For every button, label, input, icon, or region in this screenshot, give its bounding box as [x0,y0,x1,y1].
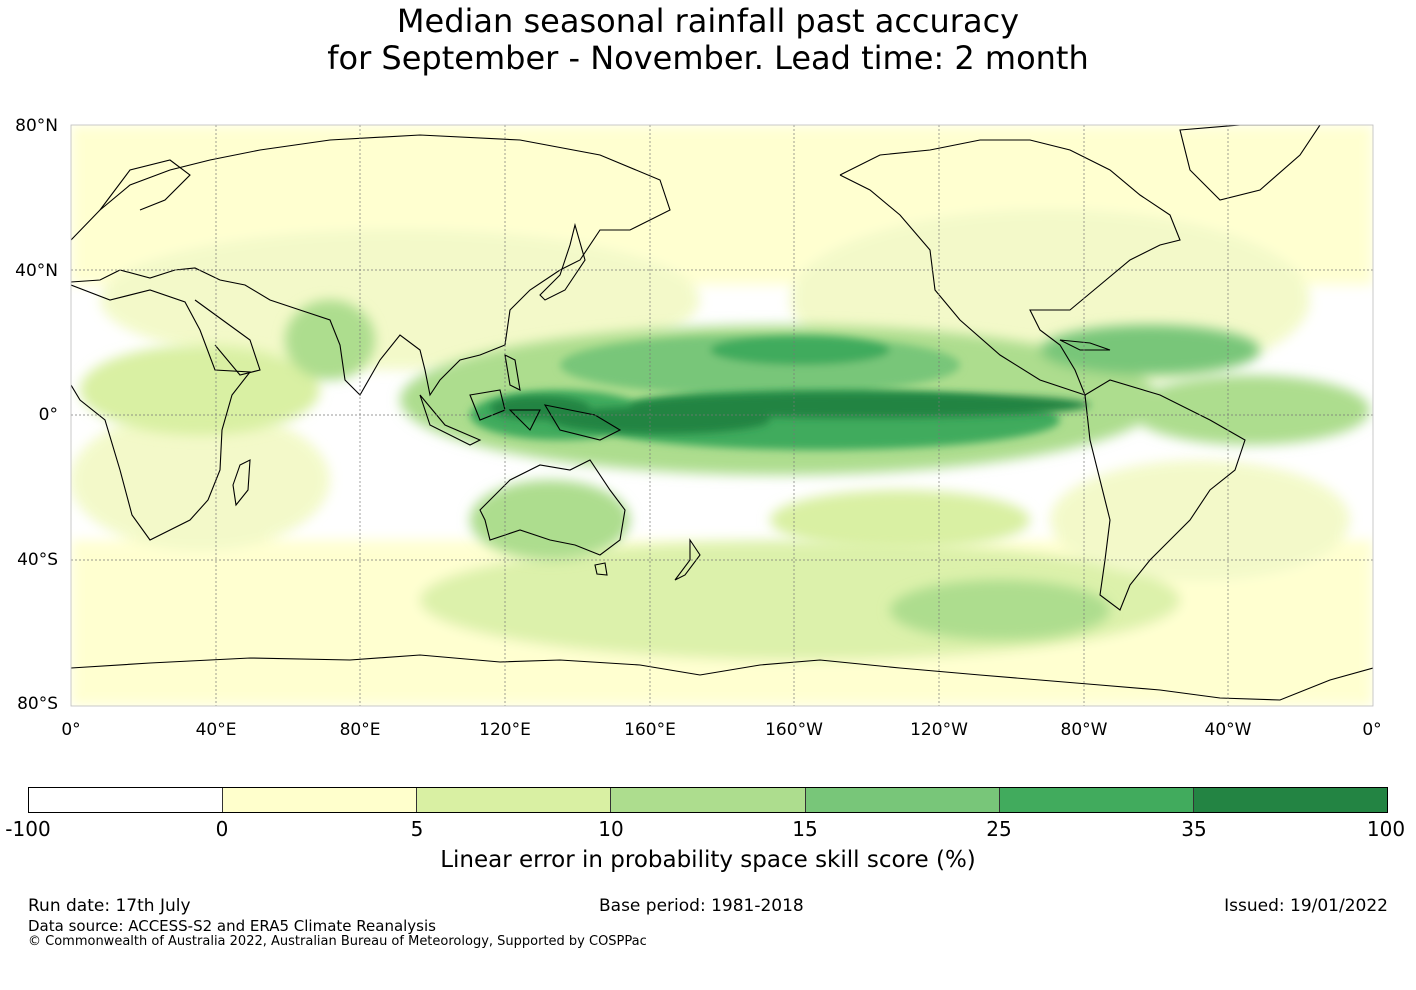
lat-label-equator: 0° [38,405,58,425]
lon-label-120w: 120°W [910,720,968,740]
lon-label-0-left: 0° [61,720,81,740]
copyright-notice: © Commonwealth of Australia 2022, Austra… [28,934,647,949]
colorbar-segment-1 [29,788,224,812]
colorbar-tick-6: 25 [986,817,1012,841]
lon-label-0-right: 0° [1362,720,1382,740]
lon-label-80e: 80°E [339,720,381,740]
lon-label-160e: 160°E [624,720,676,740]
colorbar-tick-7: 35 [1181,817,1207,841]
lon-label-40w: 40°W [1204,720,1252,740]
colorbar-segment-4 [611,788,806,812]
chart-title-line2: for September - November. Lead time: 2 m… [327,39,1089,77]
map-frame [70,124,1374,707]
issued-date: Issued: 19/01/2022 [1224,896,1388,916]
colorbar-tick-3: 5 [410,817,424,841]
base-period: Base period: 1981-2018 [599,896,804,916]
lat-label-80s: 80°S [17,694,58,714]
lat-label-80n: 80°N [15,116,58,136]
lon-label-120e: 120°E [479,720,531,740]
colorbar-segment-3 [417,788,612,812]
lon-label-40e: 40°E [195,720,237,740]
colorbar-segment-5 [805,788,1000,812]
colorbar-tick-1: -100 [5,817,51,841]
coastlines [71,125,1373,701]
graticule [71,125,1373,706]
colorbar-segment-2 [223,788,418,812]
lat-label-40s: 40°S [17,550,58,570]
run-date: Run date: 17th July [28,896,191,916]
colorbar-tick-5: 15 [792,817,818,841]
colorbar-tick-8: 100 [1366,817,1406,841]
skill-score-field [71,125,1373,706]
colorbar-segment-6 [999,788,1194,812]
colorbar-segment-7 [1193,788,1387,812]
chart-title-line1: Median seasonal rainfall past accuracy [396,2,1020,40]
colorbar [28,787,1388,813]
lat-label-40n: 40°N [15,261,58,281]
skill-score-map [70,124,1374,707]
data-source: Data source: ACCESS-S2 and ERA5 Climate … [28,917,436,935]
lon-label-80w: 80°W [1060,720,1108,740]
colorbar-tick-2: 0 [215,817,229,841]
colorbar-tick-4: 10 [598,817,624,841]
lon-label-160w: 160°W [765,720,823,740]
colorbar-label: Linear error in probability space skill … [440,847,976,873]
